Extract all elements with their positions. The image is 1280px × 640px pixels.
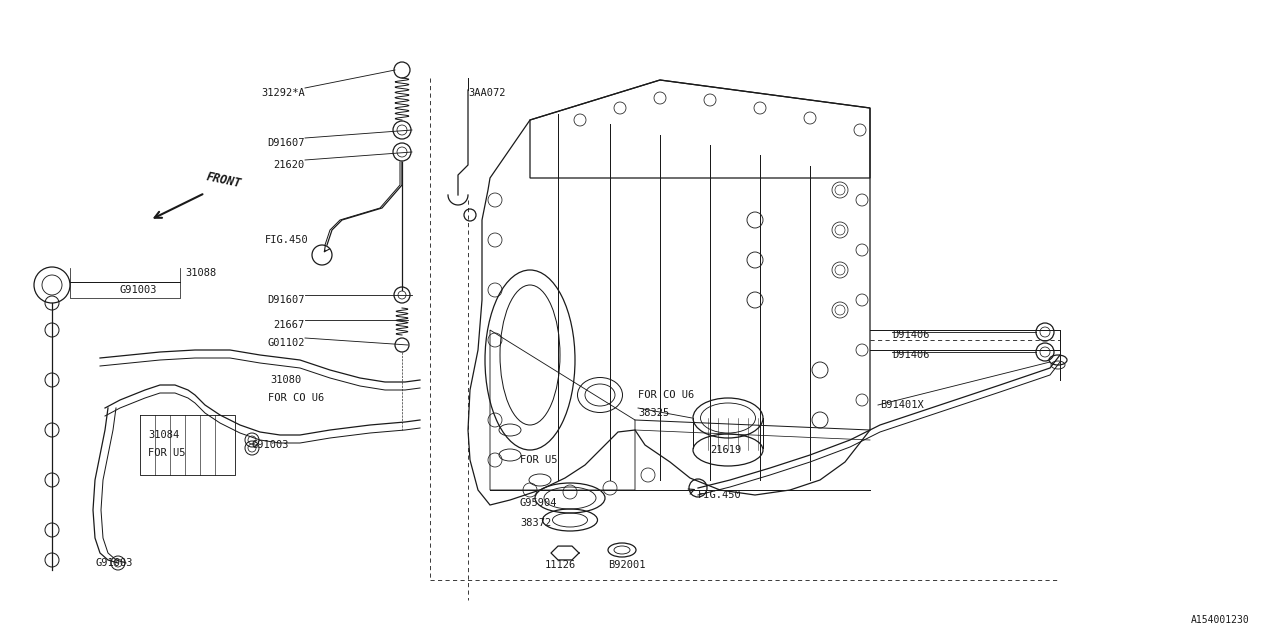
Text: G01102: G01102 bbox=[268, 338, 305, 348]
Text: D91607: D91607 bbox=[268, 295, 305, 305]
Text: 31088: 31088 bbox=[186, 268, 216, 278]
Text: A154001230: A154001230 bbox=[1192, 615, 1251, 625]
Text: 31080: 31080 bbox=[270, 375, 301, 385]
Text: FRONT: FRONT bbox=[205, 170, 242, 190]
Text: 38325: 38325 bbox=[637, 408, 669, 418]
Text: G95904: G95904 bbox=[520, 498, 558, 508]
Text: D91406: D91406 bbox=[892, 350, 929, 360]
Text: 11126: 11126 bbox=[545, 560, 576, 570]
Text: D91406: D91406 bbox=[892, 330, 929, 340]
Text: 21667: 21667 bbox=[274, 320, 305, 330]
Text: FOR CO U6: FOR CO U6 bbox=[268, 393, 324, 403]
Text: D91607: D91607 bbox=[268, 138, 305, 148]
Text: FOR CO U6: FOR CO U6 bbox=[637, 390, 694, 400]
Text: FIG.450: FIG.450 bbox=[265, 235, 308, 245]
Text: 3AA072: 3AA072 bbox=[468, 88, 506, 98]
Text: FOR U5: FOR U5 bbox=[148, 448, 186, 458]
Text: B91401X: B91401X bbox=[881, 400, 924, 410]
Text: 38372: 38372 bbox=[520, 518, 552, 528]
Text: 21620: 21620 bbox=[274, 160, 305, 170]
Text: FOR U5: FOR U5 bbox=[520, 455, 558, 465]
Text: FIG.450: FIG.450 bbox=[698, 490, 741, 500]
Text: 21619: 21619 bbox=[710, 445, 741, 455]
Text: G91003: G91003 bbox=[252, 440, 289, 450]
Text: B92001: B92001 bbox=[608, 560, 645, 570]
Text: 31292*A: 31292*A bbox=[261, 88, 305, 98]
Text: G91003: G91003 bbox=[120, 285, 157, 295]
Text: G91003: G91003 bbox=[95, 558, 133, 568]
Text: 31084: 31084 bbox=[148, 430, 179, 440]
